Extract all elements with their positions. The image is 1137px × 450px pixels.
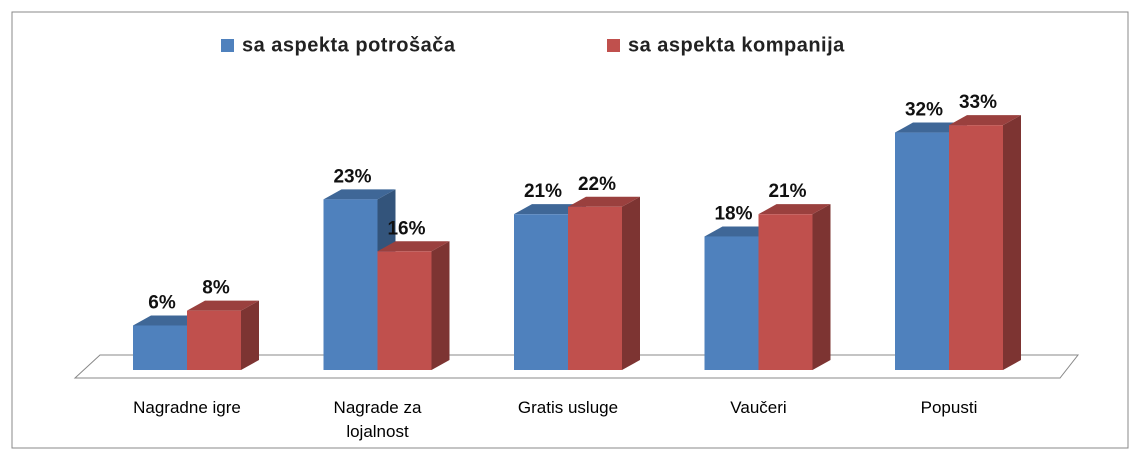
x-tick-label: Gratis usluge (517, 398, 619, 417)
bar (133, 325, 187, 370)
bar (758, 214, 813, 370)
bar-side (241, 300, 259, 370)
x-tick-label: Popusti (920, 398, 978, 417)
value-label: 21% (524, 181, 562, 202)
value-label: 22% (578, 174, 616, 195)
value-label: 18% (714, 203, 752, 224)
bar-top (949, 115, 1021, 126)
bar-top (377, 241, 450, 252)
value-label: 6% (148, 292, 176, 313)
x-tick-label: Vaučeri (730, 398, 787, 417)
bar-side (1003, 115, 1021, 370)
x-tick-label: Nagrade za lojalnost (333, 398, 422, 441)
value-label: 16% (387, 218, 425, 239)
value-label: 33% (959, 92, 997, 113)
value-label: 23% (333, 166, 371, 187)
legend-swatch (221, 39, 234, 52)
legend-swatch (607, 39, 620, 52)
bar (568, 206, 622, 370)
bar-top (568, 196, 640, 207)
bar-top (187, 300, 259, 311)
bar (895, 132, 949, 370)
bar-side (812, 204, 831, 370)
bar-side (431, 241, 450, 370)
bar-top (323, 189, 396, 200)
bar (514, 214, 568, 370)
bar (704, 236, 759, 370)
legend-label: sa aspekta kompanija (628, 34, 845, 56)
x-tick-label: Nagradne igre (133, 398, 241, 417)
value-label: 8% (202, 278, 230, 299)
value-label: 32% (905, 100, 943, 121)
legend-label: sa aspekta potrošača (242, 34, 456, 56)
chart-frame (11, 11, 1129, 449)
bar-side (622, 196, 640, 370)
bar-top (758, 204, 831, 215)
value-label: 21% (768, 181, 806, 202)
bar (323, 199, 378, 370)
bar (377, 251, 432, 370)
bar (949, 125, 1003, 370)
bar (187, 310, 241, 370)
